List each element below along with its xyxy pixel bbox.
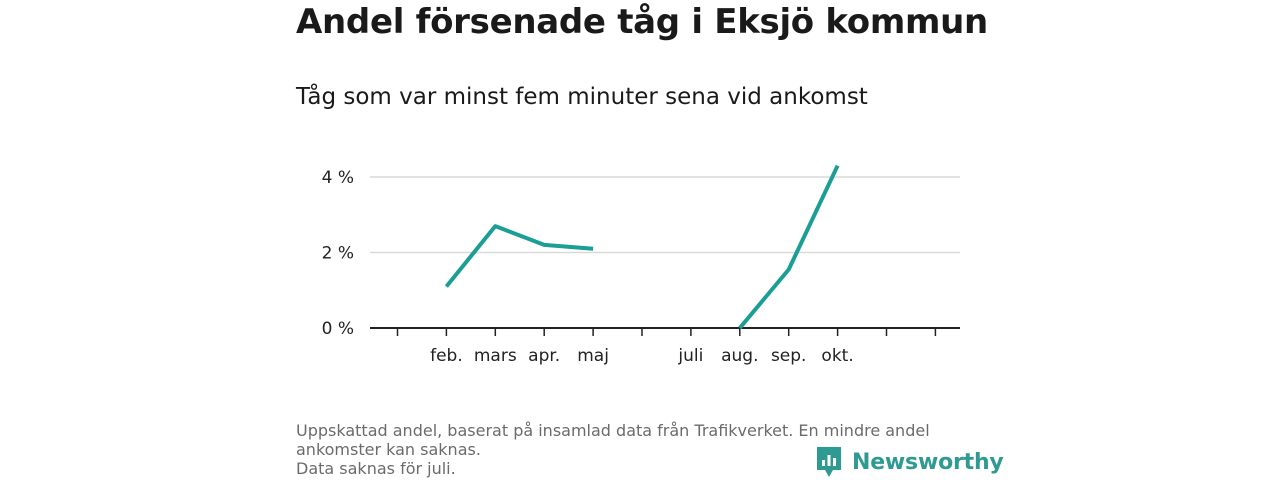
x-tick-label: maj xyxy=(577,346,609,366)
x-tick-label: okt. xyxy=(821,346,853,366)
chart-subtitle: Tåg som var minst fem minuter sena vid a… xyxy=(296,84,868,110)
y-tick-label: 0 % xyxy=(322,319,354,339)
newsworthy-logo-icon xyxy=(817,447,841,477)
line-chart: 0 % 2 % 4 % feb. mars apr. maj juli aug. sep. okt. xyxy=(322,164,960,366)
newsworthy-logo-text: Newsworthy xyxy=(852,449,1004,475)
series-line xyxy=(738,164,840,330)
y-tick-label: 4 % xyxy=(322,168,354,188)
newsworthy-logo: Newsworthy xyxy=(815,446,1004,478)
x-tick-label: sep. xyxy=(771,346,807,366)
series-line xyxy=(444,224,594,288)
y-tick-label: 2 % xyxy=(322,244,354,264)
footnote-line-2: ankomster kan saknas. xyxy=(296,440,481,459)
x-tick-label: feb. xyxy=(430,346,463,366)
footnote-line-3: Data saknas för juli. xyxy=(296,459,456,478)
footnote-line-1: Uppskattad andel, baserat på insamlad da… xyxy=(296,421,930,440)
footnote: Uppskattad andel, baserat på insamlad da… xyxy=(296,421,996,478)
x-tick-label: mars xyxy=(474,346,517,366)
x-tick-label: aug. xyxy=(721,346,758,366)
x-tick-label: apr. xyxy=(528,346,560,366)
x-tick-label: juli xyxy=(677,346,703,366)
chart-title: Andel försenade tåg i Eksjö kommun xyxy=(296,2,988,42)
